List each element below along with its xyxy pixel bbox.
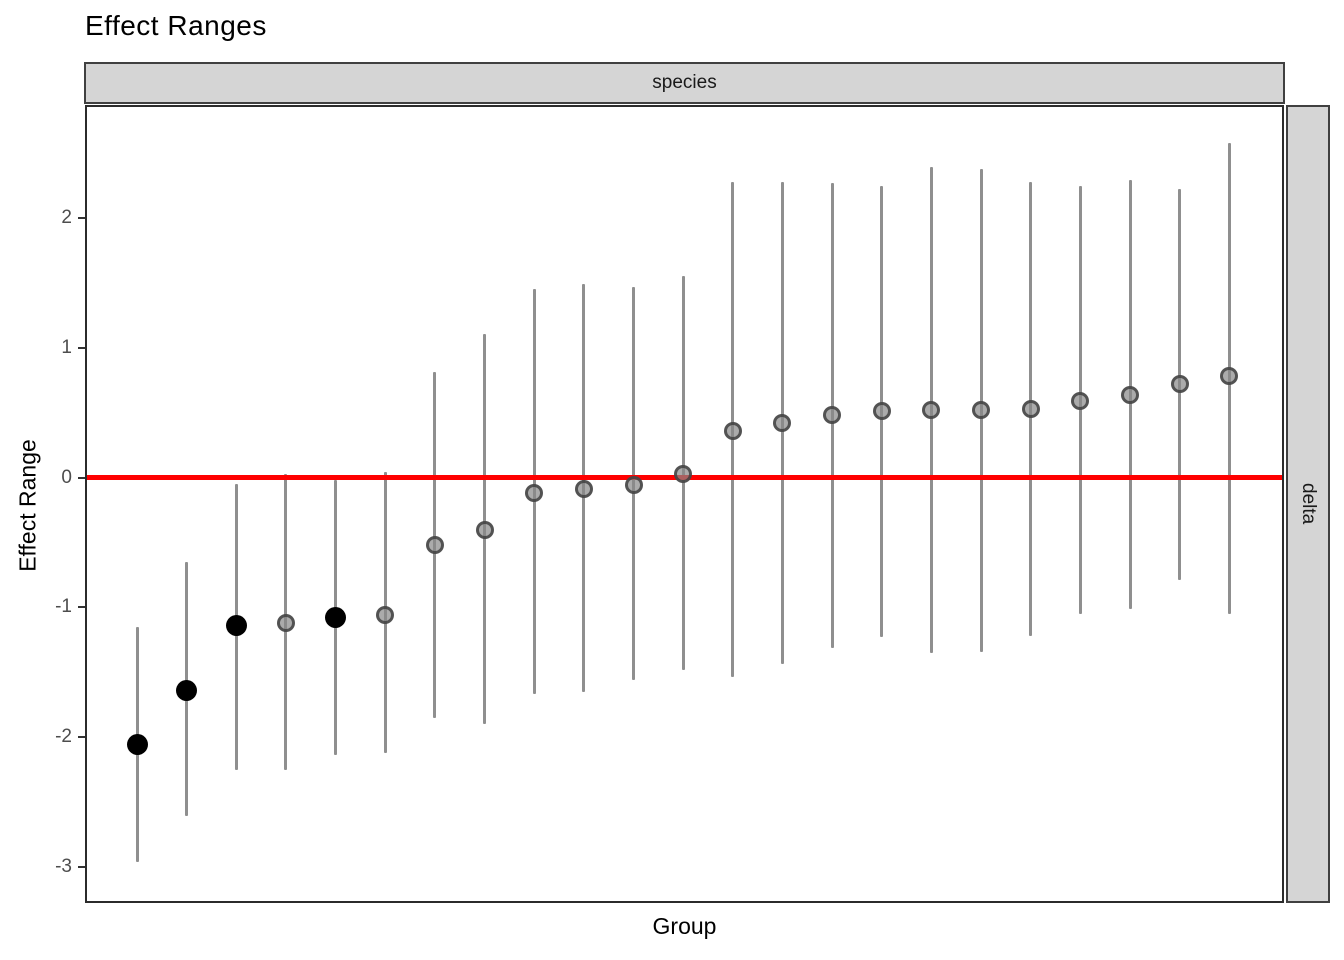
y-tick-mark (78, 606, 85, 609)
point-nonsignificant (425, 536, 444, 555)
point-nonsignificant (574, 480, 593, 499)
point-significant (325, 607, 347, 629)
point-nonsignificant (1220, 367, 1239, 386)
point-nonsignificant (773, 414, 792, 433)
point-nonsignificant (872, 402, 891, 421)
y-tick-label: 0 (61, 466, 72, 488)
y-tick-mark (78, 865, 85, 868)
y-tick-label: 1 (61, 336, 72, 358)
y-tick-mark (78, 736, 85, 739)
point-nonsignificant (475, 520, 494, 539)
point-nonsignificant (525, 484, 544, 503)
point-nonsignificant (376, 606, 395, 625)
point-significant (225, 615, 247, 637)
point-significant (176, 679, 198, 701)
point-nonsignificant (1071, 392, 1090, 410)
point-nonsignificant (624, 476, 643, 495)
point-nonsignificant (723, 421, 742, 440)
point-nonsignificant (276, 613, 295, 632)
point-nonsignificant (674, 464, 693, 483)
y-tick-label: -2 (55, 726, 72, 748)
x-axis-title: Group (652, 913, 717, 939)
y-tick-label: 2 (61, 206, 72, 228)
y-tick-mark (78, 476, 85, 479)
y-tick-label: -1 (55, 596, 72, 618)
point-nonsignificant (823, 406, 842, 425)
point-nonsignificant (1121, 385, 1139, 404)
y-tick-label: -3 (55, 855, 72, 877)
point-nonsignificant (1170, 375, 1189, 394)
y-tick-mark (78, 216, 85, 219)
facet-strip-top-label: species (652, 72, 717, 93)
point-nonsignificant (922, 401, 941, 420)
plot-title: Effect Ranges (85, 10, 267, 41)
y-tick-mark (78, 346, 85, 349)
facet-strip-right: delta (1286, 105, 1330, 903)
y-axis-title: Effect Range (14, 439, 41, 572)
point-nonsignificant (972, 401, 991, 420)
facet-strip-top: species (84, 62, 1285, 104)
point-nonsignificant (1021, 399, 1040, 418)
point-significant (126, 734, 148, 756)
plot-panel (85, 105, 1284, 903)
facet-strip-right-label: delta (1298, 483, 1319, 525)
